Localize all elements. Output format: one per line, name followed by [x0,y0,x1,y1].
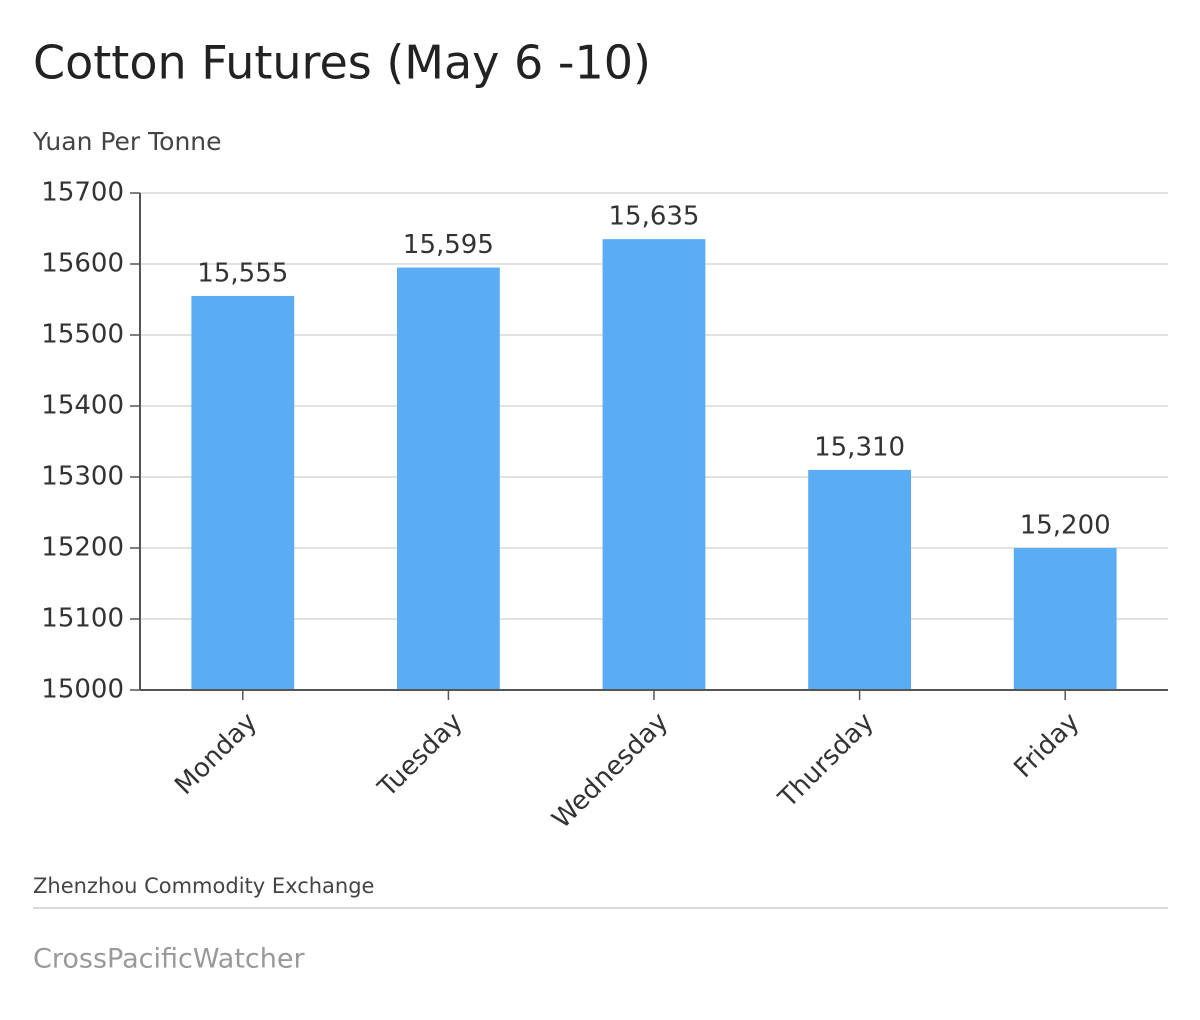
chart-subtitle: Yuan Per Tonne [32,127,222,156]
bar [1013,548,1117,690]
bar [808,469,911,690]
source: Zhenzhou Commodity Exchange [33,874,374,898]
y-tick-label: 15700 [41,178,124,208]
value-label: 15,555 [197,258,288,288]
y-tick-label: 15000 [41,675,124,705]
bar [602,239,706,690]
credit: CrossPacificWatcher [33,944,305,975]
bar [397,267,500,690]
value-label: 15,595 [403,230,494,260]
y-tick-label: 15500 [41,320,124,350]
value-label: 15,200 [1020,511,1111,541]
y-tick-label: 15200 [41,533,124,563]
chart-title: Cotton Futures (May 6 -10) [33,36,651,90]
bar [191,295,295,690]
y-tick-label: 15100 [41,604,124,634]
y-tick-label: 15600 [41,249,124,279]
y-tick-label: 15400 [41,391,124,421]
y-tick-label: 15300 [41,462,124,492]
value-label: 15,310 [814,432,905,462]
value-label: 15,635 [609,202,700,232]
